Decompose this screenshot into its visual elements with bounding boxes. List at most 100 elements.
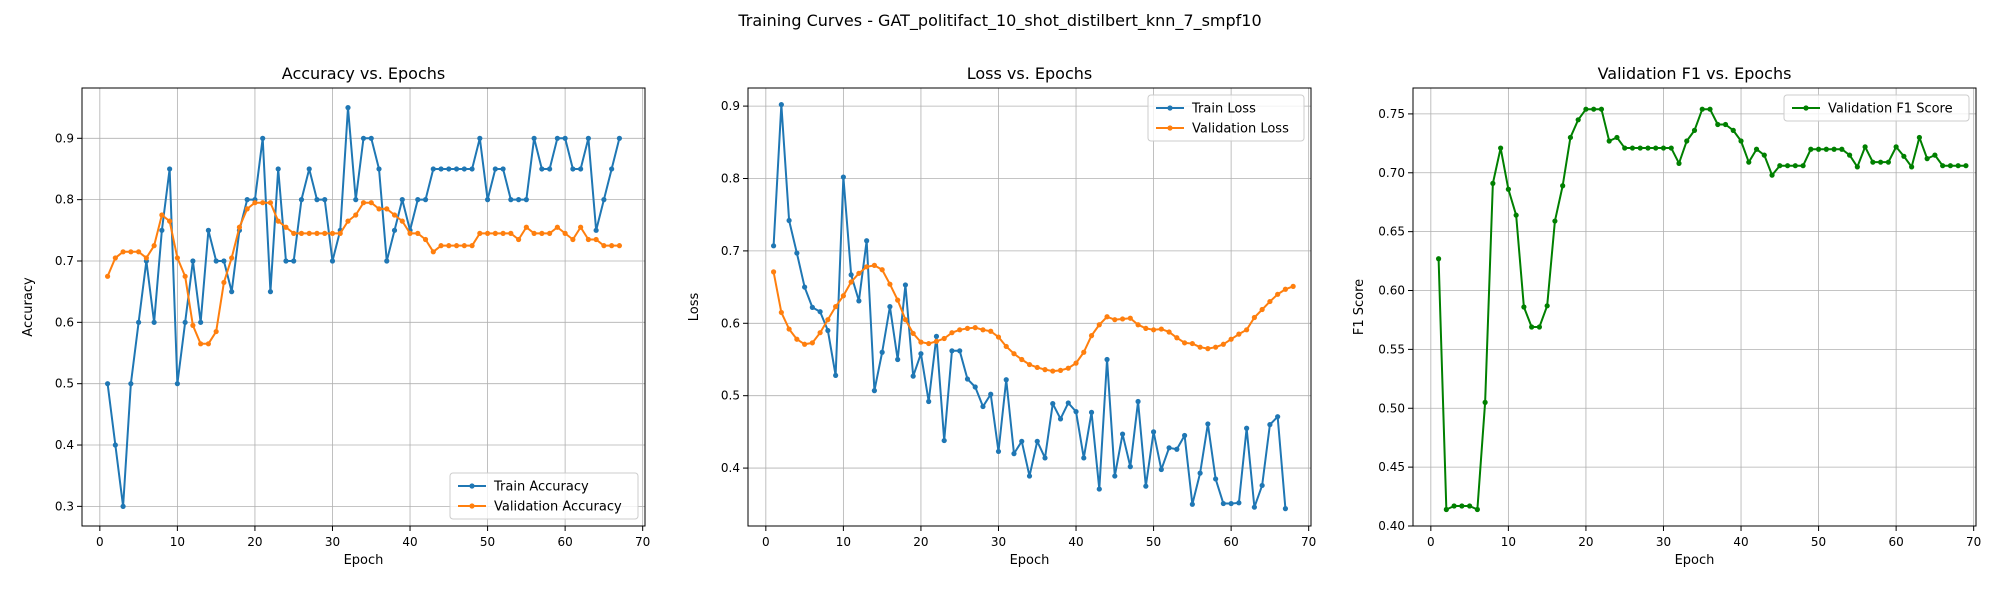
data-point [360,135,367,141]
subplot-title: Validation F1 vs. Epochs [1598,64,1792,83]
subplot-title: Accuracy vs. Epochs [282,64,445,83]
x-axis-label: Epoch [344,553,384,568]
data-point [492,230,498,236]
data-point [601,243,607,249]
data-point [1073,409,1079,415]
data-point [616,243,623,249]
y-tick-label: 0.55 [1378,342,1405,356]
data-point [104,273,111,279]
data-point [1119,316,1126,322]
data-point [329,230,336,236]
y-axis-label: Loss [687,293,702,322]
data-point [229,289,235,295]
data-point [1042,455,1048,461]
data-point [585,236,591,243]
data-point [941,437,947,444]
y-tick-label: 0.6 [721,316,740,330]
data-point [895,356,901,363]
y-tick-label: 0.8 [55,193,74,207]
data-point [112,442,118,448]
data-point [314,197,320,203]
x-tick-label: 60 [1888,535,1903,549]
data-point [1290,283,1296,289]
data-point [933,338,940,344]
data-point [1050,368,1056,374]
x-tick-label: 20 [913,535,928,549]
data-point [1753,146,1760,152]
data-point [477,230,483,236]
data-point [1174,446,1180,452]
data-point [539,230,545,236]
legend-swatch-marker [469,503,475,509]
data-point [1691,127,1698,133]
data-point [1784,163,1791,169]
legend-swatch-marker [1167,105,1173,111]
data-point [1127,315,1133,321]
series-2 [104,200,623,347]
data-point [778,102,784,108]
data-point [794,336,800,342]
data-point [988,391,994,397]
legend: Validation F1 Score [1783,94,1970,122]
data-point [438,243,444,249]
data-point [508,230,514,236]
data-point [1143,325,1149,331]
data-point [391,212,398,218]
data-point [778,309,784,316]
data-point [1591,106,1597,112]
data-point [415,230,421,236]
data-point [1722,121,1729,128]
data-point [151,319,157,325]
legend-label: Validation F1 Score [1828,102,1953,117]
data-point [1259,306,1265,313]
data-point [1088,409,1095,415]
data-point [1676,160,1682,166]
data-point [995,448,1002,455]
data-point [1057,367,1064,373]
y-axis-label: Accuracy [21,277,36,337]
data-point [1738,138,1744,144]
data-point [1267,298,1273,305]
subplot-2: Loss vs. Epochs 0 10 20 30 40 50 60 70 0.4 0.5 0.6 0… [687,64,1316,568]
data-point [376,166,382,172]
data-point [1065,365,1071,371]
data-point [840,293,846,299]
data-point [1197,344,1203,350]
data-point [949,330,955,336]
data-point [1839,146,1845,152]
x-axis-label: Epoch [1675,553,1715,568]
legend-frame [1783,94,1970,122]
data-point [547,230,553,236]
x-tick-label: 70 [1301,535,1316,549]
data-point [500,166,506,172]
x-tick-label: 70 [635,535,650,549]
data-point [554,135,560,141]
data-point [1893,144,1899,150]
data-point [770,243,777,249]
data-point [770,269,777,275]
data-point [236,224,243,230]
data-point [1166,329,1172,335]
data-point [1800,163,1806,169]
data-point [988,328,994,334]
data-point [1135,398,1141,405]
axes-frame [81,87,646,527]
data-point [143,255,149,261]
data-point [1583,106,1589,112]
data-point [190,322,196,328]
data-point [578,166,584,172]
legend-label: Validation Accuracy [494,500,622,515]
data-point [887,304,893,310]
y-tick-label: 0.50 [1378,401,1405,415]
y-tick-label: 0.4 [55,438,74,452]
legend-label: Train Accuracy [493,480,589,495]
data-point [298,230,305,236]
data-point [1135,322,1141,328]
y-tick-label: 0.8 [721,171,740,185]
series-1 [770,102,1289,512]
data-point [794,250,800,256]
data-point [136,319,142,325]
data-point [120,503,126,509]
data-point [833,304,839,310]
data-point [1182,340,1188,346]
